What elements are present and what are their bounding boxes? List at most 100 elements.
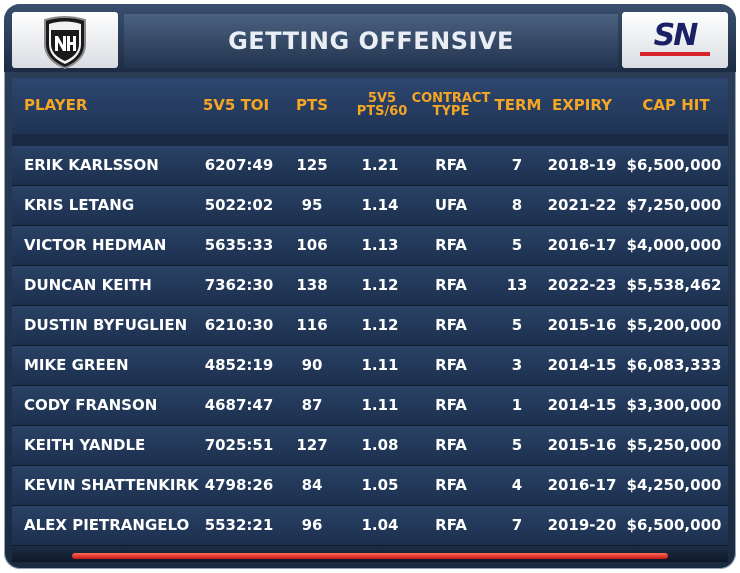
cell-player: KEVIN SHATTENKIRK: [24, 476, 199, 494]
cell-expiry: 2015-16: [547, 436, 617, 454]
cell-player: KRIS LETANG: [24, 196, 135, 214]
cell-cap-hit: $6,500,000: [626, 156, 722, 174]
cell-contract-type: RFA: [435, 356, 467, 374]
cell-pts60: 1.11: [361, 396, 399, 414]
cell-player: ALEX PIETRANGELO: [24, 516, 190, 534]
cell-player: KEITH YANDLE: [24, 436, 146, 454]
table-row: ERIK KARLSSON 6207:49 125 1.21 RFA 7 201…: [12, 146, 728, 186]
cell-pts: 90: [301, 356, 323, 374]
cell-expiry: 2014-15: [547, 356, 617, 374]
cell-pts60: 1.04: [361, 516, 399, 534]
cell-pts: 106: [296, 236, 328, 254]
nhl-shield-logo-icon: [44, 16, 86, 70]
col-toi: 5V5 TOI: [202, 96, 270, 114]
cell-cap-hit: $5,250,000: [626, 436, 722, 454]
cell-pts60: 1.12: [361, 276, 399, 294]
cell-expiry: 2015-16: [547, 316, 617, 334]
cell-player: DUSTIN BYFUGLIEN: [24, 316, 188, 334]
table-row: ALEX PIETRANGELO 5532:21 96 1.04 RFA 7 2…: [12, 506, 728, 546]
table-row: VICTOR HEDMAN 5635:33 106 1.13 RFA 5 201…: [12, 226, 728, 266]
table-row: KEITH YANDLE 7025:51 127 1.08 RFA 5 2015…: [12, 426, 728, 466]
cell-cap-hit: $4,000,000: [626, 236, 722, 254]
sportsnet-logo-icon: SN: [653, 18, 699, 53]
stats-graphic: GETTING OFFENSIVE SN PLAYER 5V5 TOI PTS …: [4, 4, 736, 569]
col-contract-type: CONTRACT TYPE: [408, 92, 494, 118]
table-row: KRIS LETANG 5022:02 95 1.14 UFA 8 2021-2…: [12, 186, 728, 226]
cell-cap-hit: $4,250,000: [626, 476, 722, 494]
cell-pts60: 1.08: [361, 436, 399, 454]
cell-pts: 125: [296, 156, 328, 174]
col-cap: CAP HIT: [642, 96, 710, 114]
cell-pts60: 1.05: [361, 476, 399, 494]
table-row: KEVIN SHATTENKIRK 4798:26 84 1.05 RFA 4 …: [12, 466, 728, 506]
cell-pts60: 1.14: [361, 196, 399, 214]
cell-pts: 96: [301, 516, 323, 534]
cell-term: 7: [511, 516, 523, 534]
col-type-line2: TYPE: [432, 104, 470, 119]
cell-term: 4: [511, 476, 523, 494]
cell-pts: 95: [301, 196, 323, 214]
col-expiry: EXPIRY: [552, 96, 612, 114]
cell-contract-type: RFA: [435, 476, 467, 494]
cell-cap-hit: $6,500,000: [626, 516, 722, 534]
cell-player: ERIK KARLSSON: [24, 156, 159, 174]
nhl-logo-panel: [12, 12, 118, 70]
cell-toi: 6210:30: [204, 316, 274, 334]
table-row: CODY FRANSON 4687:47 87 1.11 RFA 1 2014-…: [12, 386, 728, 426]
cell-pts60: 1.21: [361, 156, 399, 174]
cell-toi: 5532:21: [204, 516, 274, 534]
cell-contract-type: RFA: [435, 156, 467, 174]
sportsnet-logo-panel: SN: [622, 12, 728, 68]
cell-toi: 5022:02: [204, 196, 274, 214]
cell-pts60: 1.13: [361, 236, 399, 254]
cell-pts: 138: [296, 276, 328, 294]
cell-toi: 6207:49: [204, 156, 274, 174]
cell-term: 8: [511, 196, 523, 214]
table-row: DUSTIN BYFUGLIEN 6210:30 116 1.12 RFA 5 …: [12, 306, 728, 346]
logo-stripe: [640, 52, 710, 56]
cell-toi: 4687:47: [204, 396, 274, 414]
cell-contract-type: RFA: [435, 316, 467, 334]
cell-term: 5: [511, 236, 523, 254]
cell-contract-type: RFA: [435, 516, 467, 534]
col-player: PLAYER: [24, 96, 88, 114]
cell-expiry: 2019-20: [547, 516, 617, 534]
cell-expiry: 2021-22: [547, 196, 617, 214]
col-pts60: 5V5 PTS/60: [350, 92, 414, 118]
cell-pts: 87: [301, 396, 323, 414]
cell-term: 5: [511, 436, 523, 454]
cell-cap-hit: $5,538,462: [626, 276, 722, 294]
cell-term: 5: [511, 316, 523, 334]
cell-toi: 5635:33: [204, 236, 274, 254]
cell-toi: 4852:19: [204, 356, 274, 374]
cell-cap-hit: $6,083,333: [626, 356, 722, 374]
cell-pts60: 1.12: [361, 316, 399, 334]
cell-player: CODY FRANSON: [24, 396, 158, 414]
col-pts60-line2: PTS/60: [356, 104, 408, 119]
cell-expiry: 2016-17: [547, 476, 617, 494]
cell-cap-hit: $7,250,000: [626, 196, 722, 214]
cell-term: 13: [506, 276, 528, 294]
cell-cap-hit: $5,200,000: [626, 316, 722, 334]
cell-toi: 7362:30: [204, 276, 274, 294]
cell-term: 3: [511, 356, 523, 374]
cell-pts: 127: [296, 436, 328, 454]
col-type-line1: CONTRACT: [411, 91, 491, 106]
cell-expiry: 2016-17: [547, 236, 617, 254]
cell-term: 1: [511, 396, 523, 414]
cell-term: 7: [511, 156, 523, 174]
accent-red-bar: [72, 553, 668, 559]
table-row: DUNCAN KEITH 7362:30 138 1.12 RFA 13 202…: [12, 266, 728, 306]
table-row: MIKE GREEN 4852:19 90 1.11 RFA 3 2014-15…: [12, 346, 728, 386]
cell-expiry: 2022-23: [547, 276, 617, 294]
cell-expiry: 2018-19: [547, 156, 617, 174]
cell-contract-type: RFA: [435, 436, 467, 454]
page-title: GETTING OFFENSIVE: [124, 14, 618, 68]
cell-toi: 4798:26: [204, 476, 274, 494]
column-header-row: PLAYER 5V5 TOI PTS 5V5 PTS/60 CONTRACT T…: [12, 78, 728, 134]
cell-pts60: 1.11: [361, 356, 399, 374]
col-pts: PTS: [295, 96, 329, 114]
cell-pts: 116: [296, 316, 328, 334]
cell-player: MIKE GREEN: [24, 356, 129, 374]
cell-contract-type: RFA: [435, 276, 467, 294]
